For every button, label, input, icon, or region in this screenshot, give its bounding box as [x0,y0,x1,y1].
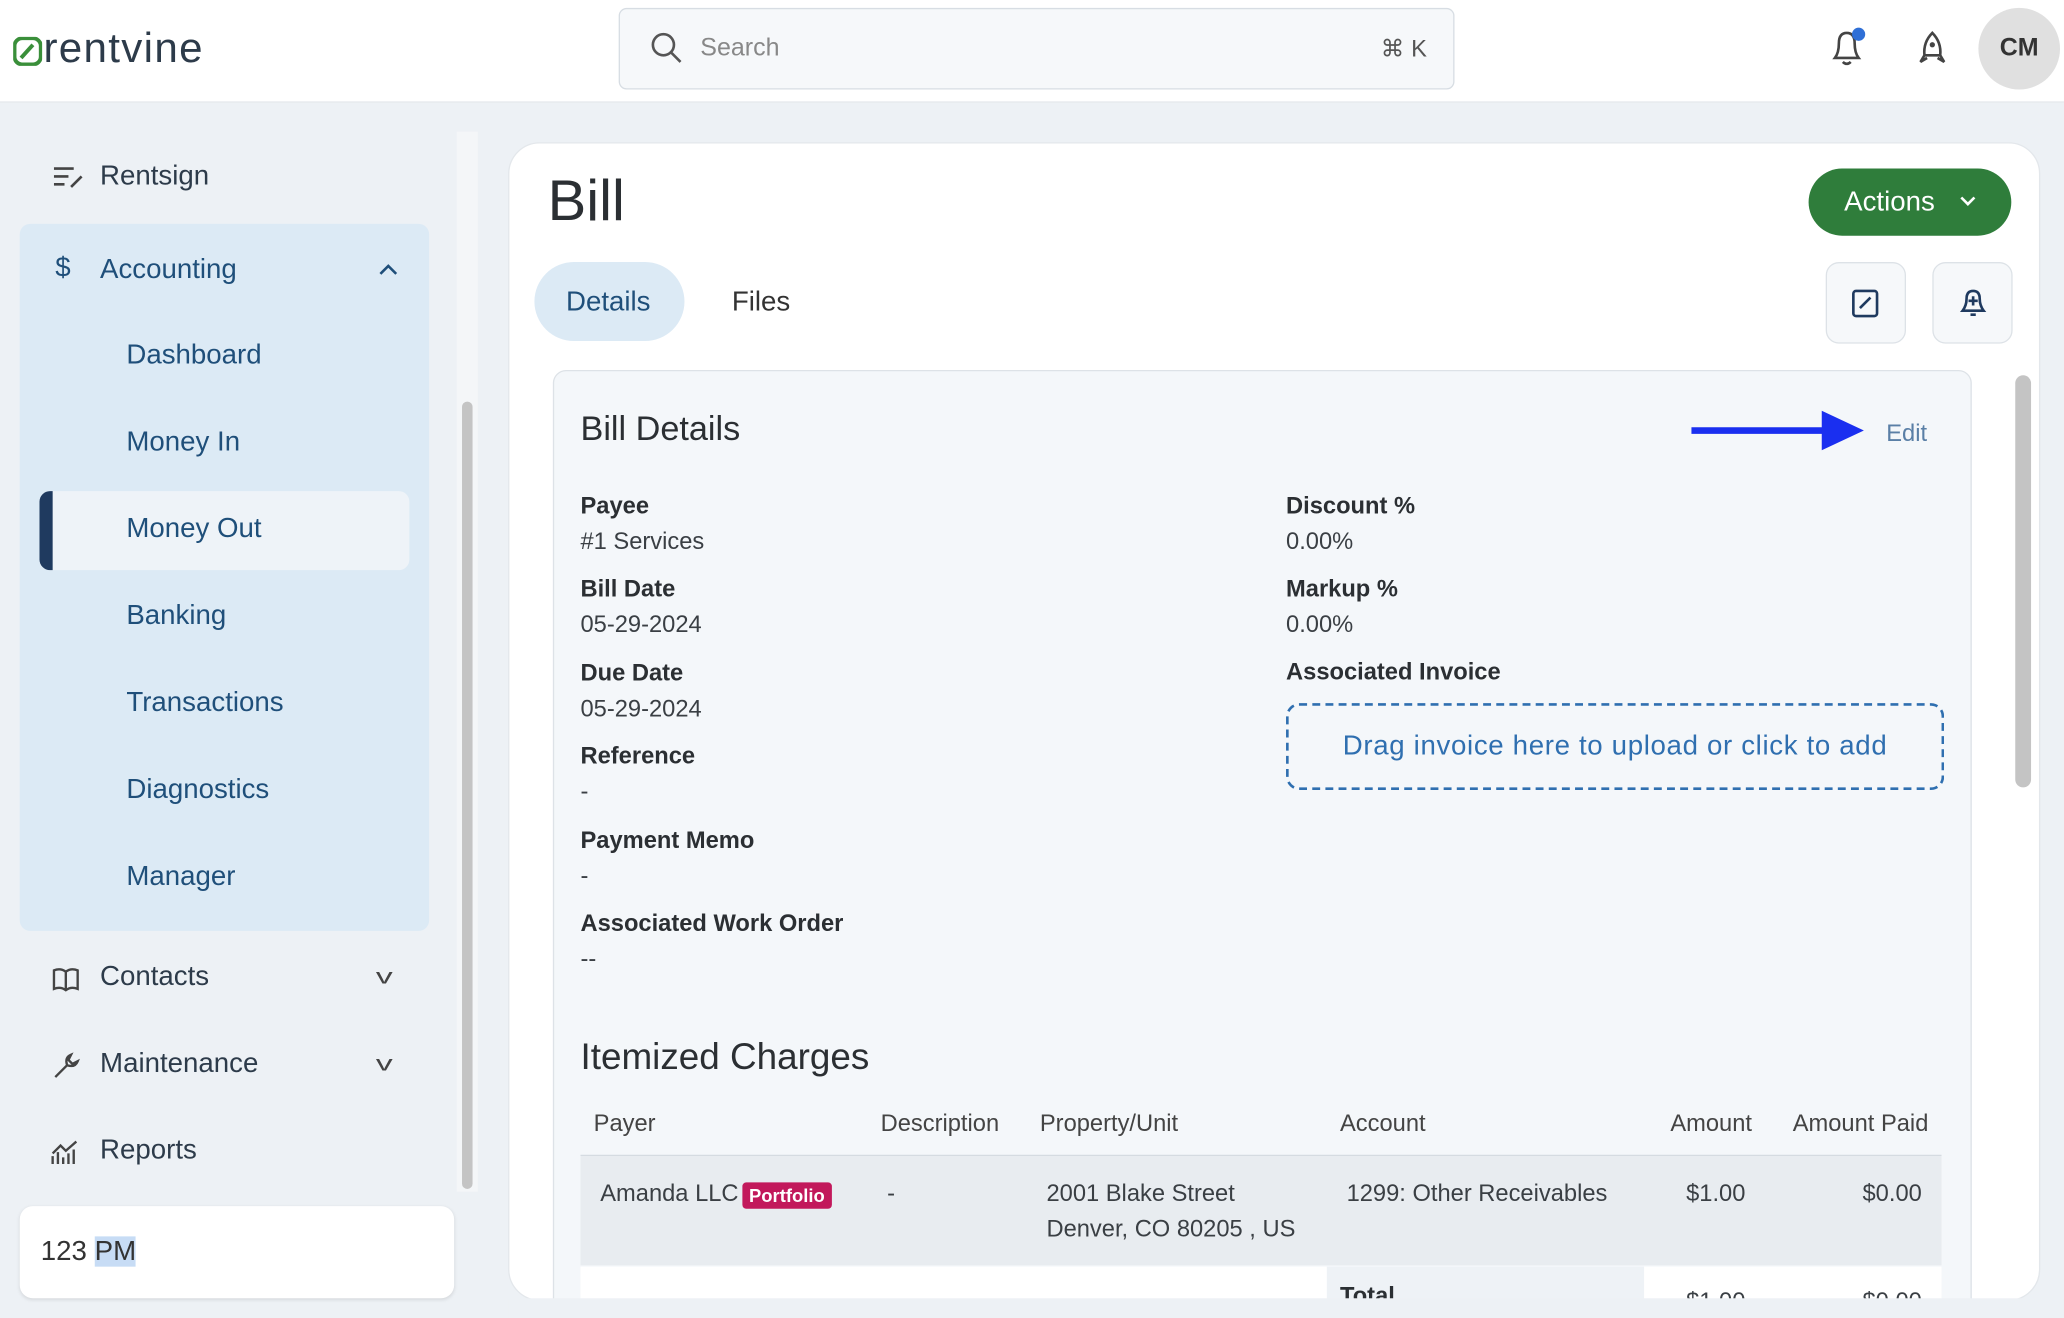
reminder-button[interactable] [1932,262,2013,344]
nav-subitem[interactable]: Banking [126,600,227,631]
cell: Denver, CO 80205 , US [1046,1215,1296,1242]
field-label: Payment Memo [580,826,755,853]
table-row[interactable] [580,1156,1942,1266]
column-header: Payer [593,1109,656,1137]
tab-active-bg [534,262,685,342]
column-header: Amount Paid [1792,1109,1929,1137]
nav-section[interactable]: Accounting [100,254,237,285]
rocket-icon[interactable] [1914,29,1951,69]
clipboard-icon [1852,289,1879,318]
footer-text: 123 PM [40,1236,137,1268]
badge: Portfolio [742,1182,832,1209]
nav-subitem[interactable]: Money In [126,426,241,457]
nav-icon [54,1052,80,1078]
bell-plus-icon [1959,289,1987,317]
column-header: Amount [1670,1109,1752,1137]
section-title: Itemized Charges [580,1036,870,1078]
column-header: Description [880,1109,1000,1137]
field-label: Associated Work Order [580,909,844,937]
arrow-annotation [1691,410,1864,451]
logo-icon [13,36,43,66]
cell: Amanda LLC [600,1179,739,1207]
collapse-icon[interactable] [378,262,399,278]
tab[interactable]: Details [566,287,651,318]
field-value: 0.00% [1286,527,1354,555]
field-label: Bill Date [580,575,676,603]
avatar[interactable]: CM [1978,7,2061,90]
content-scroll-thumb[interactable] [2015,375,2032,788]
nav-subitem[interactable]: Transactions [126,687,284,718]
search-placeholder: Search [700,34,780,62]
nav-icon [52,968,79,992]
field-label: Reference [580,742,696,770]
notifications-icon[interactable] [1827,26,1869,68]
expand-icon[interactable]: v [375,1053,393,1076]
cell: $0.00 [1862,1179,1922,1207]
dollar-icon: $ [55,252,71,284]
nav-subitem[interactable]: Dashboard [126,339,262,370]
cell: 1299: Other Receivables [1346,1179,1608,1207]
shortcut: ⌘ K [1380,35,1427,62]
nav-item[interactable]: Contacts [100,961,210,992]
edit-link[interactable]: Edit [1886,420,1928,447]
column-header: Property/Unit [1039,1109,1179,1137]
active-item-bg [39,491,410,571]
sidebar-scroll-thumb[interactable] [462,401,473,1189]
dropzone[interactable]: Drag invoice here to upload or click to … [1286,703,1945,791]
rentsign-icon [53,167,83,188]
field-label: Payee [580,492,650,519]
field-value: - [580,778,589,805]
accounting-group [19,223,430,931]
search-icon [651,32,682,63]
cell: 2001 Blake Street [1046,1179,1235,1207]
field-label: Due Date [580,659,684,686]
field-label: Associated Invoice [1286,658,1501,685]
logo[interactable]: rentvine [43,23,204,72]
bottom-mask [508,1298,2064,1318]
actions-label: Actions [1844,186,1935,218]
tab[interactable]: Files [731,287,791,318]
footer-box [19,1206,455,1299]
nav-item[interactable]: Rentsign [100,160,210,191]
footer-number: 123 [40,1236,87,1267]
field-value: 0.00% [1286,611,1354,638]
field-value: 05-29-2024 [580,611,702,638]
nav-subitem[interactable]: Money Out [126,513,262,544]
column-header: Account [1339,1109,1426,1137]
section-title: Bill Details [580,408,741,448]
chevron [1960,196,1976,206]
nav-item[interactable]: Maintenance [100,1048,259,1079]
search-box[interactable] [618,7,1455,90]
field-value: 05-29-2024 [580,694,702,722]
edit-note-button[interactable] [1825,262,1907,344]
active-indicator [39,491,53,571]
header-divider [580,1154,1942,1157]
nav-item[interactable]: Reports [100,1134,197,1166]
field-value: #1 Services [580,527,705,555]
actions-button[interactable]: Actions [1808,168,2012,236]
nav-subitem[interactable]: Manager [126,861,236,892]
footer-highlight: PM [94,1236,137,1267]
nav-icon [51,1140,78,1164]
cell: $1.00 [1686,1179,1746,1207]
field-label: Markup % [1286,575,1398,603]
field-value: -- [580,945,597,972]
field-label: Discount % [1286,492,1416,519]
nav-subitem[interactable]: Diagnostics [126,774,270,805]
cell: - [887,1179,896,1207]
page-title: Bill [547,168,625,234]
expand-icon[interactable]: v [375,966,393,989]
field-value: - [580,861,589,889]
